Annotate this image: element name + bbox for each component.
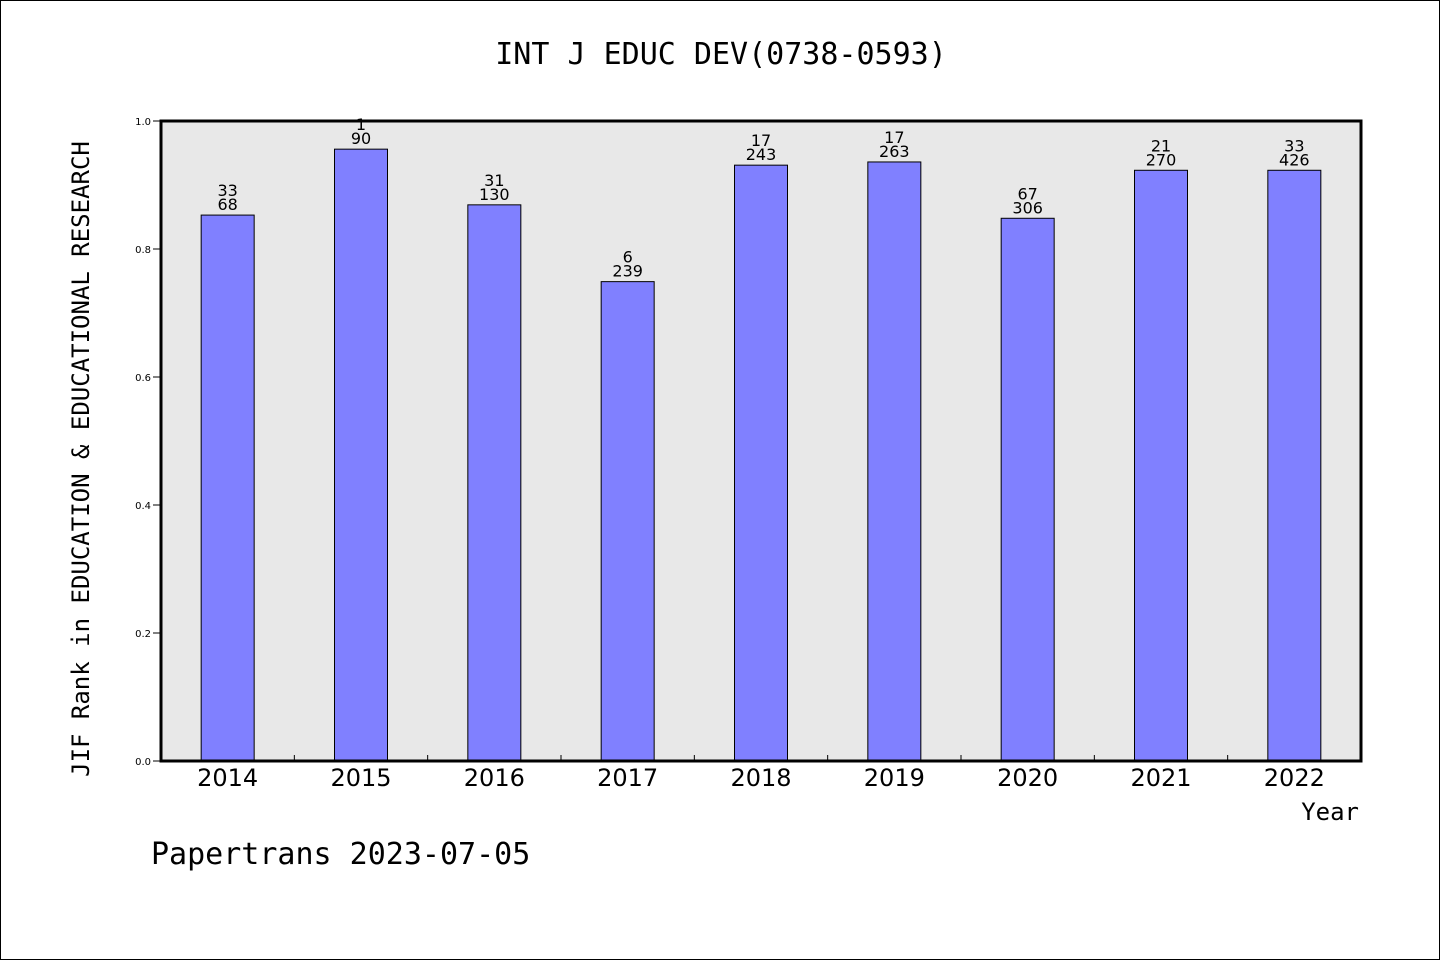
- bar: [467, 204, 522, 762]
- bar-total-label: 306: [1012, 198, 1043, 217]
- plot-frame: [159, 119, 1363, 763]
- y-tick-label: 0.2: [135, 629, 151, 640]
- bar: [1000, 217, 1055, 762]
- x-tick-label: 2022: [1264, 764, 1325, 792]
- footer-credit: Papertrans 2023-07-05: [151, 837, 531, 872]
- bar-rank-label: 6: [623, 248, 633, 267]
- bar: [334, 148, 388, 762]
- bar: [1134, 169, 1188, 762]
- bar-rank-label: 33: [217, 181, 237, 200]
- bar-rank-label: 31: [484, 171, 504, 190]
- x-tick-label: 2021: [1130, 764, 1191, 792]
- bar-rank-label: 21: [1151, 136, 1171, 155]
- y-tick-label: 0.0: [135, 757, 151, 768]
- bar-rank-label: 17: [751, 131, 771, 150]
- chart-title: INT J EDUC DEV(0738-0593): [495, 37, 947, 72]
- bar-total-label: 270: [1146, 150, 1177, 169]
- bar-total-label: 68: [217, 195, 237, 214]
- x-tick-label: 2017: [597, 764, 658, 792]
- bar: [867, 161, 922, 762]
- bar-total-label: 239: [612, 262, 643, 281]
- y-tick-label: 0.8: [135, 245, 151, 256]
- bar-rank-label: 33: [1284, 136, 1304, 155]
- x-tick-label: 2015: [330, 764, 391, 792]
- bar-rank-label: 67: [1017, 184, 1037, 203]
- bar-total-label: 263: [879, 142, 910, 161]
- bar: [1267, 169, 1322, 762]
- y-tick-label: 0.6: [135, 373, 151, 384]
- bar-rank-label: 1: [356, 115, 366, 134]
- bar-total-label: 243: [746, 145, 777, 164]
- x-tick-label: 2016: [464, 764, 525, 792]
- bar: [600, 281, 655, 762]
- bar: [734, 164, 788, 762]
- bar-total-label: 426: [1279, 150, 1310, 169]
- bar-total-label: 90: [351, 129, 371, 148]
- y-tick-label: 1.0: [135, 117, 151, 128]
- x-tick-label: 2020: [997, 764, 1058, 792]
- x-tick-label: 2014: [197, 764, 258, 792]
- bar-total-label: 130: [479, 185, 510, 204]
- x-tick-label: 2018: [730, 764, 791, 792]
- bar-rank-label: 17: [884, 128, 904, 147]
- x-tick-label: 2019: [864, 764, 925, 792]
- y-tick-label: 0.4: [135, 501, 151, 512]
- x-axis-label: Year: [1301, 798, 1359, 826]
- y-axis-label: JIF Rank in EDUCATION & EDUCATIONAL RESE…: [67, 141, 95, 777]
- bar: [200, 214, 255, 762]
